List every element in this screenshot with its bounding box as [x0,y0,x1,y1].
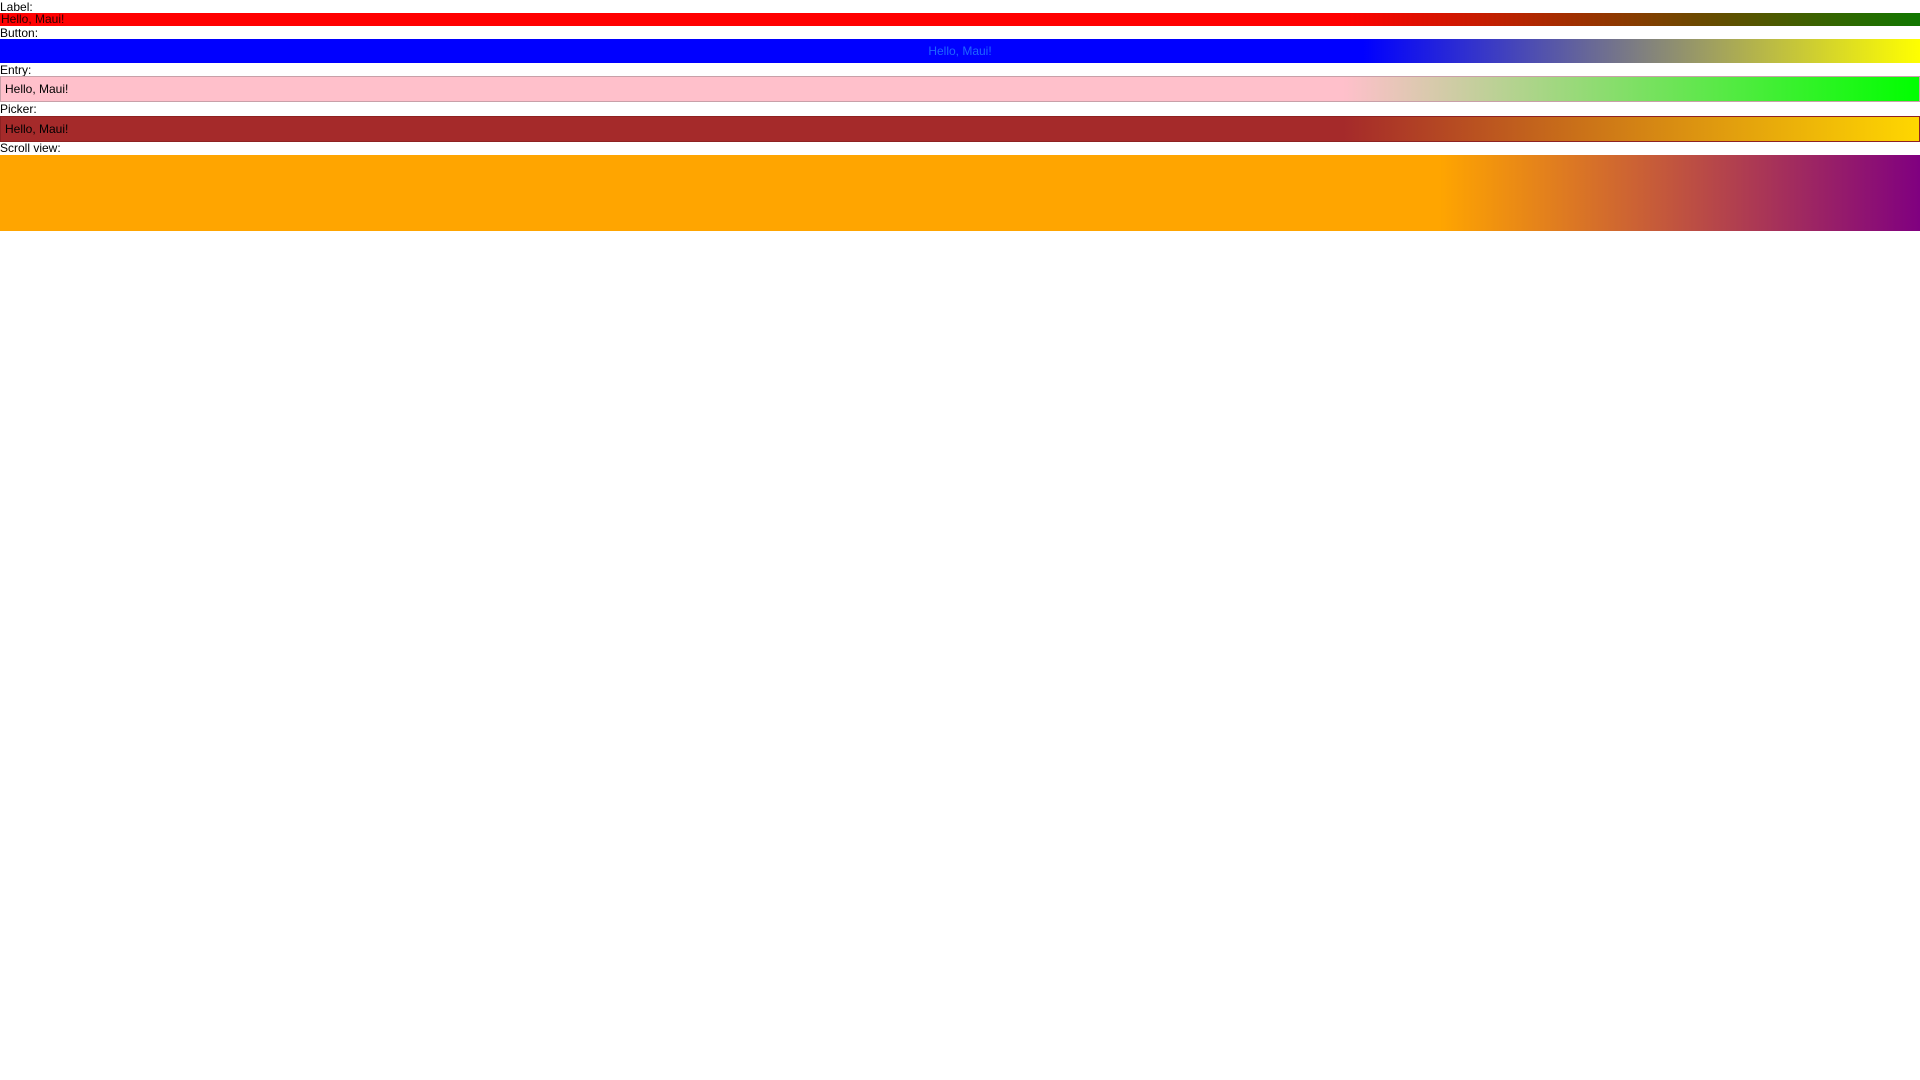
hello-button[interactable]: Hello, Maui! [0,39,1920,63]
hello-entry-input[interactable] [0,76,1920,102]
hello-label: Hello, Maui! [0,13,1920,26]
scroll-view[interactable] [0,155,1920,231]
scroll-view-heading: Scroll view: [0,141,61,155]
button-heading: Button: [0,26,39,40]
picker-heading: Picker: [0,102,37,116]
label-heading: Label: [0,0,33,14]
hello-picker[interactable]: Hello, Maui! [0,116,1920,142]
entry-heading: Entry: [0,63,32,77]
